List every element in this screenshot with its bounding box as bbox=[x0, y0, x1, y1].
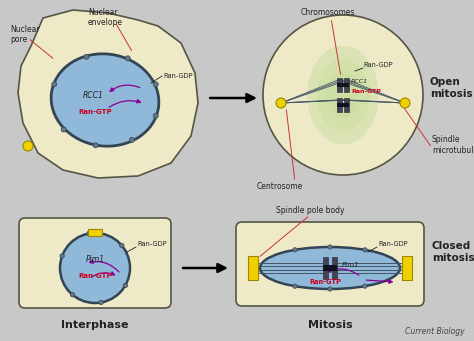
Circle shape bbox=[263, 15, 423, 175]
Text: Chromosomes: Chromosomes bbox=[301, 8, 355, 17]
Bar bbox=[344, 98, 349, 112]
Circle shape bbox=[61, 127, 66, 132]
Bar bbox=[402, 256, 412, 280]
Circle shape bbox=[70, 293, 75, 297]
Text: Pim1: Pim1 bbox=[342, 262, 360, 268]
Text: Spindle
microtubules: Spindle microtubules bbox=[432, 135, 474, 155]
FancyBboxPatch shape bbox=[19, 218, 171, 308]
Text: Ran-GDP: Ran-GDP bbox=[378, 241, 408, 247]
Text: Centrosome: Centrosome bbox=[257, 182, 303, 191]
Bar bbox=[337, 98, 342, 112]
Text: Ran-GDP: Ran-GDP bbox=[163, 73, 192, 79]
Ellipse shape bbox=[260, 247, 400, 289]
Text: Open
mitosis: Open mitosis bbox=[430, 77, 473, 99]
Bar bbox=[344, 78, 349, 92]
Circle shape bbox=[87, 231, 91, 236]
Circle shape bbox=[293, 284, 297, 288]
Text: Pim1: Pim1 bbox=[85, 255, 104, 265]
Bar bbox=[337, 78, 342, 92]
Circle shape bbox=[153, 82, 158, 87]
Circle shape bbox=[123, 283, 128, 288]
Circle shape bbox=[93, 143, 98, 148]
Circle shape bbox=[60, 254, 64, 258]
Circle shape bbox=[99, 300, 103, 305]
Circle shape bbox=[276, 98, 286, 108]
Ellipse shape bbox=[317, 59, 369, 131]
Ellipse shape bbox=[307, 45, 379, 145]
Circle shape bbox=[119, 243, 124, 248]
Text: Ran-GTP: Ran-GTP bbox=[78, 109, 112, 115]
Circle shape bbox=[293, 248, 297, 252]
Circle shape bbox=[125, 56, 130, 61]
Circle shape bbox=[84, 54, 89, 59]
Text: Ran-GTP: Ran-GTP bbox=[309, 279, 341, 285]
Text: Mitosis: Mitosis bbox=[308, 320, 352, 330]
Polygon shape bbox=[18, 10, 198, 178]
Ellipse shape bbox=[51, 54, 159, 146]
Circle shape bbox=[400, 98, 410, 108]
FancyBboxPatch shape bbox=[236, 222, 424, 306]
Text: Current Biology: Current Biology bbox=[405, 327, 465, 336]
Circle shape bbox=[328, 287, 332, 291]
Bar bbox=[323, 265, 337, 271]
Bar bbox=[337, 103, 349, 107]
Bar bbox=[332, 257, 337, 279]
Bar bbox=[337, 83, 349, 87]
Ellipse shape bbox=[327, 73, 359, 118]
Circle shape bbox=[52, 82, 57, 87]
Text: Nuclear
pore: Nuclear pore bbox=[10, 25, 40, 44]
Text: Ran-GDP: Ran-GDP bbox=[137, 241, 167, 247]
Text: Closed
mitosis: Closed mitosis bbox=[432, 241, 474, 263]
Bar bbox=[323, 257, 328, 279]
Circle shape bbox=[363, 284, 367, 288]
Text: Interphase: Interphase bbox=[61, 320, 129, 330]
Text: Ran-GTP: Ran-GTP bbox=[351, 89, 381, 94]
Text: Ran-GTP: Ran-GTP bbox=[78, 273, 112, 279]
Circle shape bbox=[328, 245, 332, 249]
Circle shape bbox=[60, 233, 130, 303]
Circle shape bbox=[153, 113, 158, 118]
Text: Nuclear
envelope: Nuclear envelope bbox=[88, 8, 123, 27]
Text: Ran-GDP: Ran-GDP bbox=[363, 62, 392, 68]
Circle shape bbox=[129, 137, 135, 142]
Circle shape bbox=[23, 141, 33, 151]
Circle shape bbox=[363, 248, 367, 252]
Bar bbox=[248, 256, 258, 280]
Text: RCC1: RCC1 bbox=[351, 79, 368, 84]
Text: RCC1: RCC1 bbox=[82, 91, 103, 101]
Text: Spindle pole body: Spindle pole body bbox=[276, 206, 344, 215]
Bar bbox=[88, 229, 102, 236]
